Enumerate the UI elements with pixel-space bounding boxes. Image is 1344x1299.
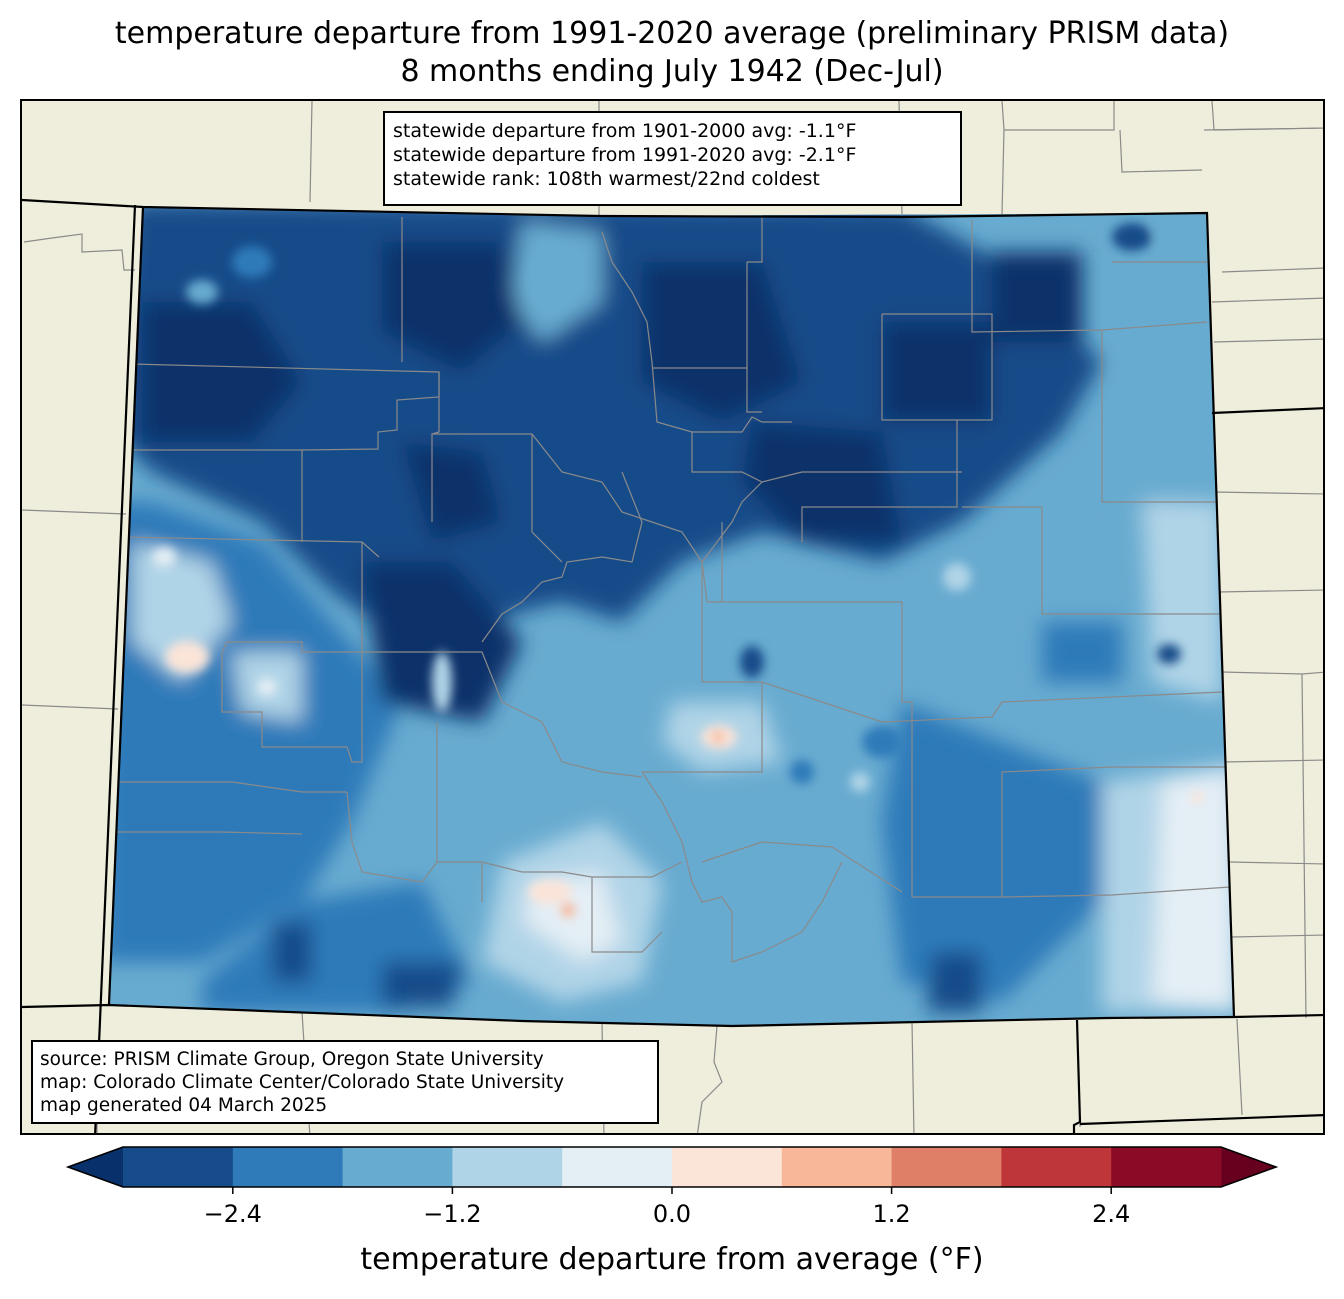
colorbar-bin (891, 1147, 1002, 1187)
credits-box: source: PRISM Climate Group, Oregon Stat… (31, 1040, 659, 1124)
colorbar-tick-label: 1.2 (873, 1200, 911, 1228)
colorbar-tick-label: 0.0 (653, 1200, 691, 1228)
credit-generated: map generated 04 March 2025 (40, 1095, 328, 1116)
colorbar-bin (123, 1147, 234, 1187)
colorbar-bin (452, 1147, 563, 1187)
colorbar-bin (342, 1147, 453, 1187)
colorbar-tick-label: 2.4 (1092, 1200, 1130, 1228)
colorbar-bin (781, 1147, 893, 1187)
credit-source: source: PRISM Climate Group, Oregon Stat… (40, 1049, 544, 1070)
colorbar-bin (672, 1147, 783, 1187)
stats-1991-2020: statewide departure from 1991-2020 avg: … (393, 144, 857, 166)
colorbar-under-arrow (68, 1147, 123, 1187)
colorbar-outline (65, 1146, 1279, 1188)
map-title: temperature departure from 1991-2020 ave… (114, 16, 1230, 51)
state-borders (22, 198, 1323, 1133)
map-subtitle: 8 months ending July 1942 (Dec-Jul) (400, 54, 944, 89)
temperature-field (109, 208, 1234, 1026)
colorbar-tick-label: −2.4 (204, 1200, 262, 1228)
colorbar-bin (562, 1147, 673, 1187)
colorbar: −2.4 −1.2 0.0 1.2 2.4 (65, 1146, 1279, 1228)
colorbar-label: temperature departure from average (°F) (360, 1242, 984, 1277)
colorbar-over-arrow (1221, 1147, 1276, 1187)
stats-rank: statewide rank: 108th warmest/22nd colde… (393, 168, 820, 190)
colorado-map (20, 99, 1325, 1135)
colorbar-bin (1001, 1147, 1112, 1187)
colorbar-bin (232, 1147, 344, 1187)
colorbar-bin (1111, 1147, 1222, 1187)
map-canvas (22, 101, 1323, 1133)
stats-1901-2000: statewide departure from 1901-2000 avg: … (393, 120, 857, 142)
credit-map: map: Colorado Climate Center/Colorado St… (40, 1072, 565, 1093)
statewide-stats-box: statewide departure from 1901-2000 avg: … (383, 111, 962, 206)
colorbar-tick-label: −1.2 (423, 1200, 481, 1228)
